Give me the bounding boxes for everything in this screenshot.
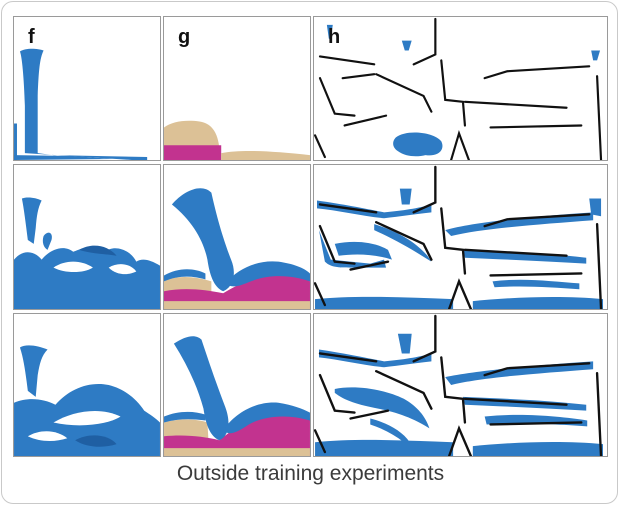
panel-f-row1: f [13,16,161,161]
column-label-f: f [28,26,35,48]
panel-f-row2-render [14,197,160,309]
panel-g-row1: g [163,16,311,161]
panel-f-row2 [13,164,161,310]
panel-f-row3 [13,313,161,457]
panel-f-row1-render [14,48,148,160]
column-label-h: h [328,26,341,48]
figure-caption: Outside training experiments [176,462,445,485]
panel-g-row1-render [164,120,310,160]
panel-f-row3-render [14,345,160,456]
panel-g-row3 [163,313,311,457]
panel-g-row3-render [164,336,310,456]
panel-g-row2 [163,164,311,310]
panel-h-row3 [313,313,608,457]
panel-h-row3-render [314,314,603,456]
panel-h-row1-render [314,17,603,160]
column-label-g: g [178,26,191,48]
panel-h-row2-render [314,165,604,309]
panel-g-row2-render [164,188,310,309]
panel-h-row2 [313,164,608,310]
panel-h-row1: h [313,16,608,161]
